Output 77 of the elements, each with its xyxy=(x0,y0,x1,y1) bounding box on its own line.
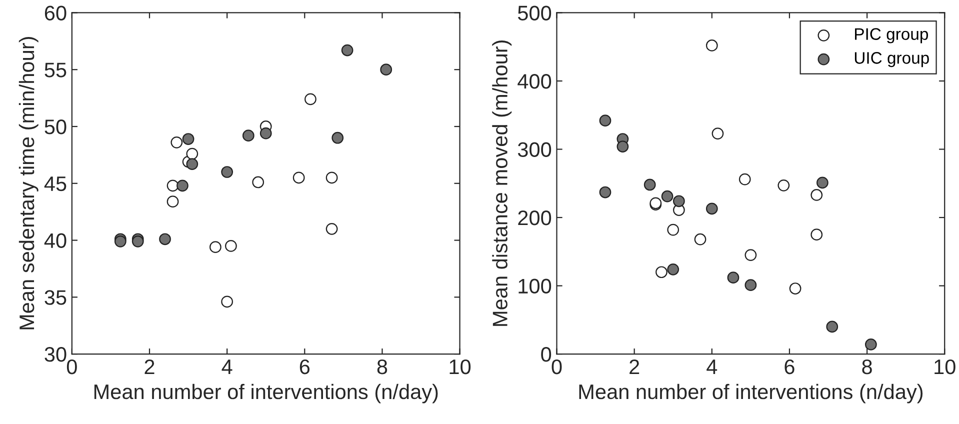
x-tick-label: 10 xyxy=(450,359,471,374)
point xyxy=(616,140,629,152)
point xyxy=(166,196,179,208)
point xyxy=(738,173,751,186)
point xyxy=(810,228,823,241)
point xyxy=(712,128,724,140)
legend-label: UIC group xyxy=(854,52,929,68)
x-axis-title: Mean number of interventions (n/day) xyxy=(579,384,923,404)
legend-label: PIC group xyxy=(855,28,928,44)
x-tick-label: 4 xyxy=(706,360,718,374)
point xyxy=(744,279,757,292)
point xyxy=(225,240,237,252)
point xyxy=(221,166,234,178)
x-tick-label: 0 xyxy=(66,359,77,374)
point xyxy=(706,202,718,215)
point xyxy=(706,40,718,52)
y-tick-label: 50 xyxy=(44,119,66,134)
x-tick-label: 8 xyxy=(377,359,388,374)
point xyxy=(864,338,877,350)
x-axis-title: Mean number of interventions (n/day) xyxy=(94,384,438,404)
y-tick-label: 500 xyxy=(518,6,552,20)
x-tick-label: 8 xyxy=(862,359,872,374)
y-tick-label: 100 xyxy=(518,278,552,294)
point xyxy=(242,130,254,142)
y-tick-label: 35 xyxy=(44,290,66,305)
point xyxy=(789,282,802,294)
point xyxy=(341,44,354,56)
x-tick-label: 0 xyxy=(552,359,562,374)
point xyxy=(661,190,674,202)
x-tick-label: 2 xyxy=(144,359,154,374)
x-tick-label: 10 xyxy=(934,359,956,374)
point xyxy=(667,224,680,236)
y-axis-title: Mean distance moved (m/hour) xyxy=(492,40,512,326)
point xyxy=(826,320,838,333)
point xyxy=(170,136,183,148)
point xyxy=(672,195,685,208)
point xyxy=(186,148,198,160)
point xyxy=(252,176,264,188)
point xyxy=(380,64,392,76)
point xyxy=(816,176,828,189)
point xyxy=(644,178,656,191)
point xyxy=(599,114,612,127)
y-tick-label: 0 xyxy=(541,347,552,362)
point xyxy=(159,233,171,246)
point xyxy=(667,263,680,276)
point xyxy=(176,180,188,192)
point xyxy=(221,296,234,308)
point xyxy=(304,93,316,106)
x-tick-label: 4 xyxy=(222,360,232,374)
point xyxy=(326,222,338,235)
x-tick-label: 6 xyxy=(300,359,310,374)
point xyxy=(599,186,612,198)
point xyxy=(810,189,823,201)
point xyxy=(778,179,790,192)
point xyxy=(210,241,222,254)
point xyxy=(166,180,179,192)
y-tick-label: 45 xyxy=(44,176,66,192)
y-tick-label: 300 xyxy=(518,142,552,157)
point xyxy=(292,172,305,184)
point xyxy=(744,249,757,261)
point xyxy=(182,133,194,145)
y-tick-label: 55 xyxy=(44,62,66,78)
point xyxy=(326,172,338,184)
x-tick-label: 6 xyxy=(784,359,794,374)
y-tick-label: 30 xyxy=(44,347,66,362)
y-tick-label: 40 xyxy=(44,233,66,248)
y-axis-title: Mean sedentary time (min/hour) xyxy=(18,37,38,330)
x-tick-label: 2 xyxy=(630,359,640,374)
point xyxy=(694,233,706,246)
point xyxy=(727,272,740,284)
point xyxy=(332,132,344,144)
point xyxy=(656,266,668,278)
y-tick-label: 400 xyxy=(518,74,552,89)
point xyxy=(260,127,272,140)
point xyxy=(186,158,198,170)
y-tick-label: 60 xyxy=(44,6,66,20)
y-tick-label: 200 xyxy=(518,210,552,226)
